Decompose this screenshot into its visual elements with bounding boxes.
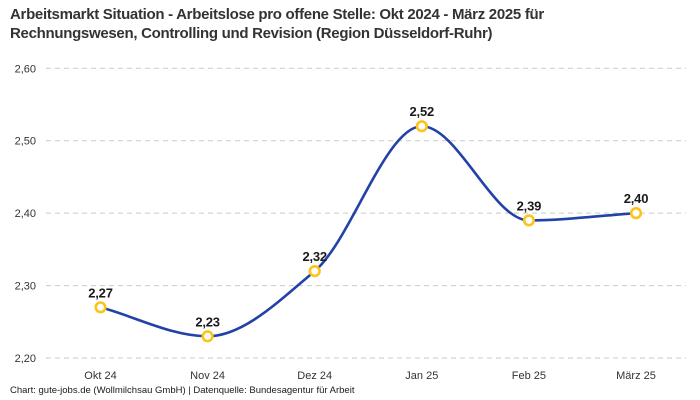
data-point-value-label: 2,23 [195, 314, 220, 329]
data-point-marker [629, 207, 643, 220]
page-title-line-1: Arbeitsmarkt Situation - Arbeitslose pro… [10, 6, 544, 23]
x-axis-tick-label: Okt 24 [84, 370, 116, 382]
x-axis-tick-label: Nov 24 [190, 370, 225, 382]
page-title-line-2: Rechnungswesen, Controlling und Revision… [10, 25, 493, 42]
x-axis-tick-label: März 25 [616, 370, 656, 382]
chart-source-attribution: Chart: gute-jobs.de (Wollmilchsau GmbH) … [10, 385, 355, 396]
data-point-value-label: 2,52 [410, 104, 435, 119]
y-axis-tick-label: 2,20 [15, 353, 36, 365]
y-axis-tick-label: 2,40 [15, 208, 36, 220]
data-point-marker [415, 120, 428, 133]
data-point-value-label: 2,40 [624, 191, 649, 206]
data-point-marker [201, 330, 214, 343]
page-title: Arbeitsmarkt Situation - Arbeitslose pro… [10, 5, 694, 43]
y-axis-tick-label: 2,60 [15, 63, 36, 75]
y-axis-tick-label: 2,30 [15, 281, 36, 293]
y-axis-tick-label: 2,50 [15, 136, 36, 148]
data-point-value-label: 2,27 [88, 285, 113, 300]
data-point-value-label: 2,32 [302, 249, 327, 264]
x-axis-tick-label: Feb 25 [512, 370, 546, 382]
data-point-value-label: 2,39 [517, 198, 542, 213]
data-point-marker [522, 214, 536, 227]
data-series-line [99, 124, 638, 338]
data-point-marker [94, 301, 107, 314]
x-axis-tick-label: Dez 24 [297, 370, 332, 382]
data-point-marker [308, 264, 321, 278]
x-axis-tick-label: Jan 25 [405, 370, 438, 382]
